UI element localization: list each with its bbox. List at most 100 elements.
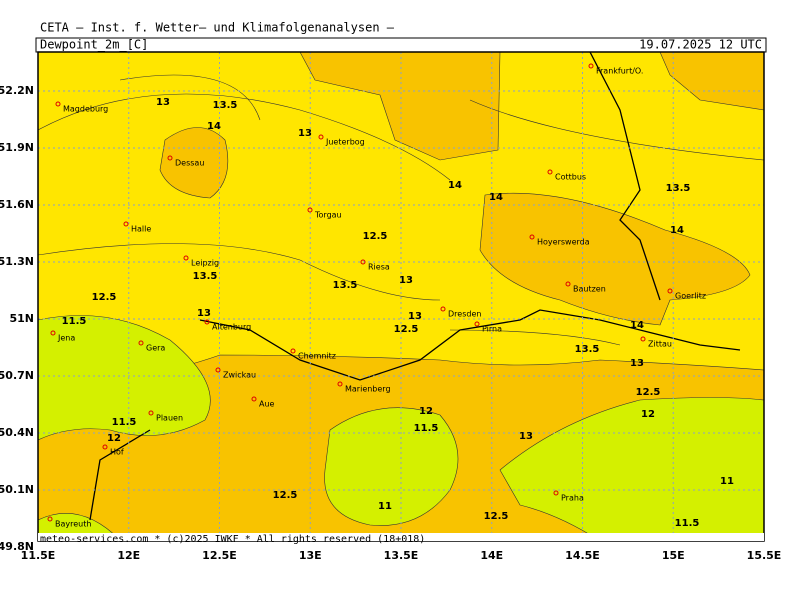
city-label: Hof — [110, 448, 124, 457]
contour-label: 13.5 — [213, 100, 238, 111]
contour-label: 14 — [630, 320, 644, 331]
city-marker — [547, 169, 553, 175]
map-area: Magdeburg Dessau Jueterbog Halle Torgau Leipz… — [38, 52, 764, 541]
contour-label: 12.5 — [394, 324, 419, 335]
city-marker — [290, 348, 296, 354]
city-label: Dresden — [448, 310, 481, 319]
contour-label: 12 — [641, 409, 655, 420]
footer-bar — [38, 533, 764, 541]
lon-label: 14E — [480, 549, 503, 562]
contour-label: 11 — [378, 501, 392, 512]
contour-label: 11.5 — [675, 518, 700, 529]
contour-label: 12.5 — [363, 231, 388, 242]
city-marker — [440, 306, 446, 312]
contour-label: 12.5 — [636, 387, 661, 398]
city-label: Zittau — [648, 340, 672, 349]
lon-label: 12E — [117, 549, 140, 562]
city-marker — [123, 221, 129, 227]
lon-label: 15.5E — [747, 549, 782, 562]
city-marker — [251, 396, 257, 402]
lat-label: 50.4N — [0, 426, 34, 439]
contour-label: 13.5 — [193, 271, 218, 282]
header: CETA — Inst. f. Wetter— und Klimafolgena… — [40, 21, 395, 35]
lat-label: 51N — [9, 312, 34, 325]
city-marker — [553, 490, 559, 496]
contour-label: 13 — [156, 97, 170, 108]
contour-label: 13 — [630, 358, 644, 369]
lat-label: 51.3N — [0, 255, 34, 268]
contour-label: 13 — [399, 275, 413, 286]
city-label: Pirna — [482, 325, 502, 334]
contour-label: 13.5 — [575, 344, 600, 355]
lat-label: 52.2N — [0, 84, 34, 97]
city-label: Altenburg — [212, 323, 251, 332]
city-marker — [307, 207, 313, 213]
city-label: Frankfurt/O. — [596, 67, 643, 76]
contour-label: 14 — [207, 121, 221, 132]
contour-label: 14 — [489, 192, 503, 203]
lat-label: 51.9N — [0, 141, 34, 154]
contour-label: 13 — [519, 431, 533, 442]
lon-label: 15E — [662, 549, 685, 562]
city-label: Praha — [561, 494, 584, 503]
city-marker — [138, 340, 144, 346]
contour-label: 12.5 — [273, 490, 298, 501]
city-marker — [640, 336, 646, 342]
contour-label: 13.5 — [666, 183, 691, 194]
city-label: Chemnitz — [298, 352, 336, 361]
city-marker — [215, 367, 221, 373]
city-marker — [667, 288, 673, 294]
lat-label: 51.6N — [0, 198, 34, 211]
city-label: Cottbus — [555, 173, 586, 182]
city-marker — [148, 410, 154, 416]
city-label: Gera — [146, 344, 165, 353]
city-label: Leipzig — [191, 259, 219, 268]
city-marker — [474, 321, 480, 327]
lat-label: 50.7N — [0, 369, 34, 382]
contour-label: 14 — [670, 225, 684, 236]
city-label: Jueterbog — [325, 138, 365, 147]
contour-label: 11.5 — [62, 316, 87, 327]
contour-label: 13 — [197, 308, 211, 319]
city-label: Dessau — [175, 159, 204, 168]
city-marker — [50, 330, 56, 336]
city-marker — [102, 444, 108, 450]
city-label: Bautzen — [573, 285, 606, 294]
contour-label: 11.5 — [112, 417, 137, 428]
contour-label: 13.5 — [333, 280, 358, 291]
city-marker — [318, 134, 324, 140]
city-label: Aue — [259, 400, 275, 409]
city-label: Bayreuth — [55, 520, 91, 529]
city-marker — [337, 381, 343, 387]
city-label: Jena — [57, 334, 75, 343]
city-label: Zwickau — [223, 371, 256, 380]
lon-label: 12.5E — [202, 549, 237, 562]
footer: meteo-services.com * (c)2025 IWKF * All … — [40, 534, 425, 545]
city-label: Plauen — [156, 414, 183, 423]
city-marker — [183, 255, 189, 261]
city-label: Marienberg — [345, 385, 391, 394]
contour-label: 12 — [107, 433, 121, 444]
city-marker — [47, 516, 53, 522]
contour-label: 14 — [448, 180, 462, 191]
map-time: 19.07.2025 12 UTC — [639, 38, 762, 52]
lon-label: 13.5E — [384, 549, 419, 562]
city-marker — [529, 234, 535, 240]
city-marker — [360, 259, 366, 265]
city-label: Riesa — [368, 263, 390, 272]
contour-label: 11.5 — [414, 423, 439, 434]
lon-label: 13E — [299, 549, 322, 562]
city-marker — [167, 155, 173, 161]
contour-label: 13 — [298, 128, 312, 139]
lon-label: 11.5E — [21, 549, 56, 562]
city-label: Torgau — [314, 211, 342, 220]
lat-label: 50.1N — [0, 483, 34, 496]
city-marker — [565, 281, 571, 287]
contour-label: 11 — [720, 476, 734, 487]
lat-label: 49.8N — [0, 540, 34, 553]
city-marker — [588, 63, 594, 69]
map-title: Dewpoint_2m_[C] — [40, 38, 148, 52]
city-label: Goerlitz — [675, 292, 706, 301]
contour-label: 12.5 — [484, 511, 509, 522]
